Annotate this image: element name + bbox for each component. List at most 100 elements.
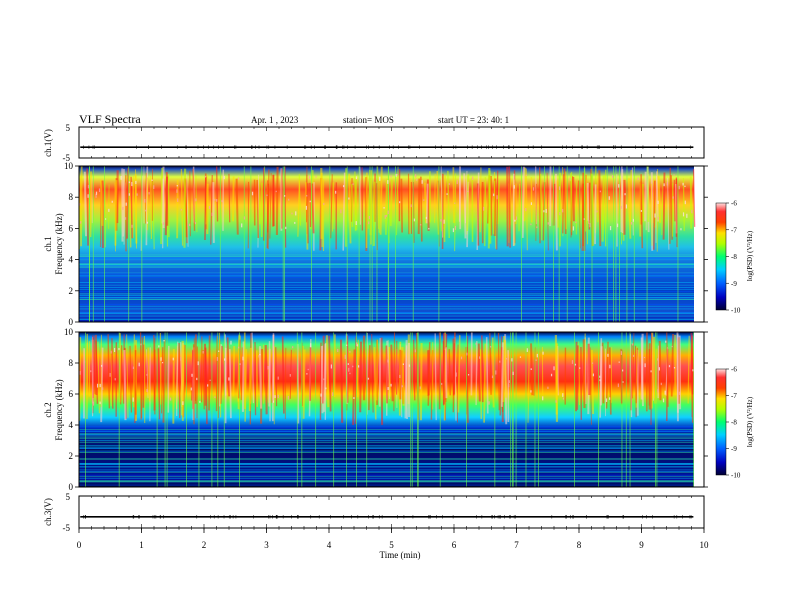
intensity-speck — [340, 209, 342, 214]
figure-title: VLF Spectra — [79, 112, 141, 126]
ch2-colorbar: -6 -7 -8 -9 -10 log(PSD) (V²/Hz) — [715, 366, 754, 480]
intensity-speck — [609, 397, 611, 400]
intensity-speck — [146, 388, 148, 393]
intensity-speck — [550, 373, 553, 377]
intensity-speck — [547, 222, 549, 225]
emission-streak — [475, 341, 478, 406]
intensity-speck — [275, 190, 277, 193]
intensity-speck — [662, 398, 665, 403]
intensity-speck — [421, 180, 423, 184]
intensity-speck — [197, 361, 199, 366]
intensity-speck — [530, 390, 532, 393]
intensity-speck — [592, 373, 595, 377]
emission-streak — [656, 171, 659, 222]
emission-streak — [228, 349, 232, 419]
intensity-speck — [583, 218, 585, 220]
emission-streak — [675, 177, 678, 248]
emission-streak — [162, 178, 164, 249]
intensity-speck — [668, 365, 671, 368]
intensity-speck — [176, 185, 178, 187]
emission-streak — [594, 184, 597, 245]
ch1-wave-ylabel: ch.1(V) — [43, 129, 53, 157]
emission-streak — [599, 338, 603, 418]
intensity-speck — [277, 394, 279, 399]
intensity-speck — [211, 212, 213, 217]
intensity-speck — [158, 345, 160, 348]
xtick-label: 1 — [139, 540, 144, 550]
emission-streak — [457, 344, 459, 423]
emission-streak — [500, 342, 504, 407]
emission-streak — [436, 170, 440, 235]
emission-streak — [385, 345, 388, 404]
ytick-label: 8 — [69, 358, 74, 368]
ch1-waveform-panel: 5 -5 ch.1(V) — [43, 123, 705, 163]
ch1-spectrogram-streaks — [78, 166, 696, 322]
intensity-speck — [525, 174, 527, 177]
emission-streak — [496, 170, 499, 250]
intensity-speck — [387, 387, 389, 391]
emission-streak — [189, 170, 191, 237]
emission-streak — [351, 184, 354, 228]
intensity-speck — [625, 204, 628, 209]
intensity-speck — [657, 216, 659, 220]
intensity-speck — [218, 350, 220, 352]
emission-streak — [380, 337, 384, 425]
emission-streak — [497, 332, 500, 411]
intensity-speck — [423, 199, 425, 201]
emission-streak — [371, 333, 374, 413]
emission-streak — [423, 182, 428, 224]
intensity-speck — [384, 215, 386, 219]
emission-streak — [241, 341, 245, 412]
emission-streak — [481, 335, 484, 403]
intensity-speck — [684, 185, 686, 188]
emission-streak — [578, 341, 581, 406]
intensity-speck — [525, 208, 527, 212]
emission-streak — [569, 173, 573, 222]
intensity-speck — [223, 175, 225, 180]
emission-streak — [508, 166, 511, 248]
intensity-speck — [665, 340, 667, 343]
intensity-speck — [208, 206, 211, 209]
intensity-speck — [291, 212, 293, 215]
intensity-speck — [204, 175, 207, 178]
intensity-speck — [243, 216, 246, 220]
emission-streak — [145, 172, 147, 224]
emission-streak — [193, 338, 197, 402]
intensity-speck — [512, 371, 514, 376]
intensity-speck — [108, 208, 110, 212]
ch1-spec-yticks: 0 2 4 6 8 10 — [64, 161, 708, 327]
intensity-speck — [176, 189, 178, 193]
intensity-speck — [195, 198, 197, 202]
emission-streak — [485, 337, 489, 414]
intensity-speck — [448, 183, 450, 185]
emission-streak — [205, 174, 208, 225]
emission-streak — [483, 343, 487, 423]
emission-streak — [452, 338, 456, 395]
intensity-speck — [347, 363, 349, 365]
emission-streak — [78, 175, 82, 250]
emission-streak — [235, 178, 239, 235]
emission-streak — [204, 176, 207, 240]
intensity-speck — [515, 216, 518, 221]
emission-streak — [339, 339, 344, 423]
intensity-speck — [151, 179, 153, 182]
intensity-speck — [120, 175, 122, 180]
intensity-speck — [368, 221, 370, 225]
intensity-speck — [657, 200, 659, 205]
intensity-speck — [488, 401, 490, 405]
intensity-speck — [399, 374, 401, 379]
ytick-label: 10 — [64, 161, 74, 171]
emission-streak — [93, 335, 96, 395]
intensity-speck — [169, 397, 172, 401]
intensity-speck — [673, 174, 675, 176]
intensity-speck — [111, 200, 113, 203]
intensity-speck — [221, 200, 223, 203]
intensity-speck — [671, 345, 673, 348]
emission-streak — [328, 335, 332, 412]
xtick-label: 0 — [77, 540, 82, 550]
xtick-label: 7 — [514, 540, 519, 550]
emission-streak — [387, 340, 390, 399]
emission-streak — [297, 180, 300, 237]
intensity-speck — [95, 191, 98, 195]
